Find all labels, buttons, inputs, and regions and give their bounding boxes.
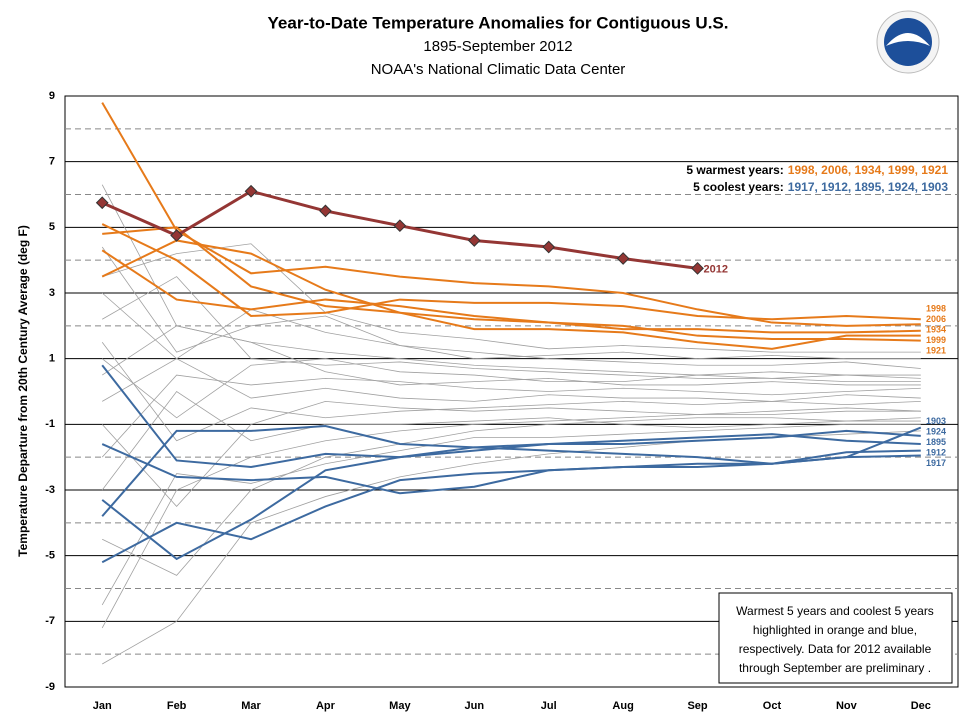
legend-label: 5 coolest years: — [693, 180, 784, 194]
background-line — [101, 246, 921, 360]
series-line — [101, 102, 921, 327]
end-label: 1895 — [926, 437, 946, 447]
x-tick-label: Dec — [911, 700, 931, 712]
note-text: through September are preliminary . — [739, 661, 931, 675]
legend-label: 5 warmest years: — [686, 163, 783, 177]
note-box — [718, 592, 953, 684]
y-tick-label: 1 — [49, 353, 55, 365]
x-tick-label: Nov — [836, 700, 858, 712]
legend-year: 1999 — [888, 163, 915, 177]
x-tick-label: Feb — [167, 700, 187, 712]
y-tick-label: -7 — [45, 615, 55, 627]
end-label: 1934 — [926, 324, 946, 334]
marker — [244, 184, 258, 198]
x-tick-label: Mar — [241, 700, 261, 712]
series-line — [102, 226, 921, 350]
background-line — [102, 358, 921, 402]
end-label: 1912 — [926, 448, 946, 458]
x-tick-label: Oct — [763, 700, 782, 712]
marker — [393, 219, 407, 233]
x-tick-label: Jan — [93, 700, 112, 712]
y-axis-title: Temperature Departure from 20th Century … — [16, 225, 30, 557]
legend: 5 warmest years: 1998, 2006, 1934, 1999, … — [686, 163, 948, 177]
x-tick-label: May — [389, 700, 411, 712]
background-line — [102, 243, 921, 353]
y-tick-label: 5 — [49, 221, 55, 233]
series-line — [101, 239, 921, 334]
legend-year: 1924 — [888, 180, 915, 194]
y-tick-label: -9 — [45, 681, 55, 693]
marker — [616, 252, 630, 265]
y-tick-label: -5 — [45, 550, 55, 562]
series-line — [101, 426, 922, 495]
y-tick-label: -1 — [45, 418, 55, 430]
end-label: 1999 — [926, 335, 946, 345]
legend-year: 1903 — [921, 180, 948, 194]
note-text: respectively. Data for 2012 available — [739, 642, 932, 656]
series-line — [101, 449, 921, 564]
note-text: highlighted in orange and blue, — [753, 623, 917, 637]
marker — [95, 196, 109, 210]
end-label: 1924 — [926, 427, 946, 437]
background-line — [101, 410, 921, 629]
end-label: 1903 — [926, 416, 946, 426]
noaa-logo — [876, 10, 940, 74]
x-tick-label: Aug — [612, 700, 633, 712]
background-line — [101, 184, 921, 379]
series-line — [101, 364, 921, 469]
x-tick-label: Jun — [465, 700, 485, 712]
end-label: 1921 — [926, 345, 946, 355]
y-tick-label: -3 — [45, 484, 55, 496]
end-label: 2006 — [926, 314, 946, 324]
x-tick-label: Apr — [316, 700, 336, 712]
series-label: 2012 — [704, 263, 728, 275]
background-line — [101, 292, 921, 369]
background-line — [101, 325, 921, 386]
marker — [170, 229, 183, 242]
marker — [319, 204, 332, 218]
background-line — [101, 342, 921, 442]
chart-subtitle: 1895-September 2012 — [423, 38, 572, 55]
background-line — [101, 374, 921, 458]
end-label: 1917 — [926, 458, 946, 468]
background-line — [101, 358, 921, 419]
series-line — [101, 249, 921, 342]
legend-year: 1917 — [788, 180, 815, 194]
legend-year: 2006 — [821, 163, 848, 177]
background-line — [101, 423, 921, 606]
legend-year: 1921 — [921, 163, 948, 177]
background-line — [102, 417, 921, 576]
series-line — [101, 433, 921, 561]
legend-year: 1934 — [855, 163, 882, 177]
marker — [542, 240, 556, 254]
x-tick-label: Jul — [541, 700, 557, 712]
x-tick-label: Sep — [687, 700, 707, 712]
series-line — [101, 223, 921, 321]
background-line — [101, 400, 921, 508]
legend: 5 coolest years: 1917, 1912, 1895, 1924, … — [693, 180, 948, 194]
y-tick-label: 7 — [49, 156, 55, 168]
end-label: 1998 — [926, 303, 946, 313]
chart-source: NOAA's National Climatic Data Center — [371, 61, 626, 78]
background-line — [102, 276, 921, 383]
marker — [691, 262, 704, 275]
y-tick-label: 3 — [49, 287, 55, 299]
chart-title: Year-to-Date Temperature Anomalies for C… — [268, 13, 729, 32]
note-text: Warmest 5 years and coolest 5 years — [736, 604, 934, 618]
legend-year: 1912 — [821, 180, 848, 194]
legend-year: 1998 — [788, 163, 815, 177]
marker — [467, 234, 481, 247]
y-tick-label: 9 — [49, 90, 55, 102]
legend-year: 1895 — [855, 180, 882, 194]
background-line — [101, 390, 921, 491]
